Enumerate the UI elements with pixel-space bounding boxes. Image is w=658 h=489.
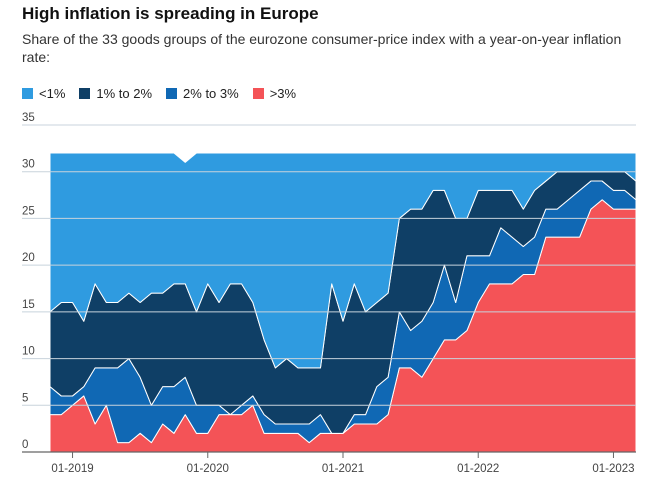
legend-item-lt1: <1% (22, 86, 65, 101)
legend-label-1to2: 1% to 2% (96, 86, 153, 101)
legend-swatch-2to3 (166, 88, 178, 99)
legend-swatch-gt3 (252, 88, 264, 99)
x-axis-ticks: 01-2019 01-2020 01-2021 01-2022 01-2023 (51, 452, 635, 475)
x-tick-label: 01-2020 (187, 463, 229, 475)
y-tick-label: 15 (22, 299, 35, 311)
x-tick-label: 01-2023 (592, 463, 634, 475)
legend-swatch-1to2 (79, 88, 91, 99)
y-tick-label: 20 (22, 252, 35, 264)
legend-label-2to3: 2% to 3% (183, 86, 239, 101)
y-tick-label: 0 (22, 439, 28, 451)
y-tick-label: 5 (22, 392, 28, 404)
x-tick-label: 01-2021 (322, 463, 364, 475)
x-tick-label: 01-2022 (457, 463, 499, 475)
chart-title: High inflation is spreading in Europe (22, 4, 319, 23)
y-tick-label: 10 (22, 346, 35, 358)
legend-label-gt3: >3% (269, 86, 297, 101)
legend-item-gt3: >3% (252, 86, 297, 101)
chart-subtitle: Share of the 33 goods groups of the euro… (22, 31, 622, 65)
y-tick-label: 35 (22, 112, 35, 124)
legend-item-1to2: 1% to 2% (79, 86, 152, 101)
y-axis-ticks: 0 5 10 15 20 25 30 35 (22, 112, 35, 451)
area-series-3 (49, 152, 637, 369)
legend-swatch-lt1 (22, 88, 33, 99)
chart-gridlines (22, 124, 636, 453)
chart-areas (49, 152, 637, 453)
chart-legend: <1% 1% to 2% 2% to 3% >3% (22, 86, 310, 101)
y-tick-label: 25 (22, 205, 35, 217)
x-tick-label: 01-2019 (51, 463, 93, 475)
legend-item-2to3: 2% to 3% (166, 86, 239, 101)
legend-label-lt1: <1% (39, 86, 66, 101)
y-tick-label: 30 (22, 159, 35, 171)
